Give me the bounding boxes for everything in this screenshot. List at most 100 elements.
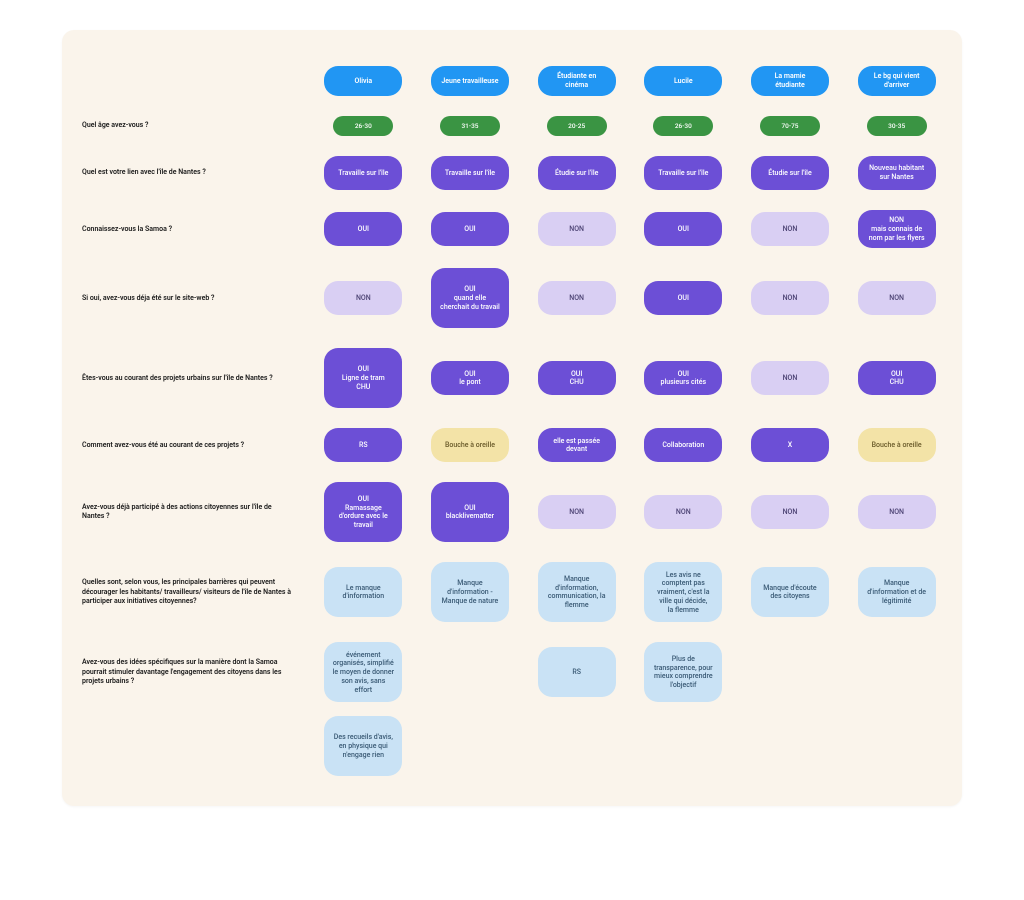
cell: Les avis ne comptent pas vraiment, c'est… <box>638 562 729 622</box>
cell: NON <box>531 212 622 246</box>
response-pill: Travaille sur l'île <box>431 156 509 190</box>
response-pill: RS <box>324 428 402 462</box>
response-pill: NON <box>751 495 829 529</box>
response-pill: Étudie sur l'île <box>751 156 829 190</box>
cell: NON <box>531 281 622 315</box>
response-pill: NON <box>324 281 402 315</box>
response-pill: NON <box>644 495 722 529</box>
response-pill: 26-30 <box>653 116 713 136</box>
cell: NON mais connais de nom par les flyers <box>851 210 942 248</box>
response-pill: OUI plusieurs cités <box>644 361 722 395</box>
response-pill: elle est passée devant <box>538 428 616 462</box>
cell: OUI blacklivematter <box>425 482 516 542</box>
cell: NON <box>531 495 622 529</box>
response-pill: NON <box>751 212 829 246</box>
response-pill: Le manque d'information <box>324 567 402 617</box>
response-pill: RS <box>538 647 616 697</box>
extra-row: Des recueils d'avis, en physique qui n'e… <box>82 716 942 776</box>
response-pill: Manque d'écoute des citoyens <box>751 567 829 617</box>
response-pill: NON <box>538 495 616 529</box>
cell: OUI plusieurs cités <box>638 361 729 395</box>
question-label: Avez-vous déjà participé à des actions c… <box>82 503 302 522</box>
persona-header: Le bg qui vient d'arriver <box>858 66 936 96</box>
cell: OUI le pont <box>425 361 516 395</box>
response-pill: OUI CHU <box>858 361 936 395</box>
cell: NON <box>745 212 836 246</box>
response-pill: 30-35 <box>867 116 927 136</box>
cell: OUI Ligne de tram CHU <box>318 348 409 408</box>
cell: 20-25 <box>531 116 622 136</box>
cell: 31-35 <box>425 116 516 136</box>
persona-header-cell: Étudiante en cinéma <box>531 66 622 96</box>
extra-filler <box>425 716 516 776</box>
cell: NON <box>745 281 836 315</box>
question-label: Comment avez-vous été au courant de ces … <box>82 441 302 450</box>
response-pill: NON <box>858 281 936 315</box>
cell: OUI <box>638 212 729 246</box>
response-pill: Les avis ne comptent pas vraiment, c'est… <box>644 562 722 622</box>
response-pill: OUI quand elle cherchait du travail <box>431 268 509 328</box>
response-pill: OUI <box>324 212 402 246</box>
cell: Manque d'information - Manque de nature <box>425 562 516 622</box>
cell: elle est passée devant <box>531 428 622 462</box>
response-pill: Travaille sur l'île <box>324 156 402 190</box>
cell: NON <box>745 495 836 529</box>
cell: Manque d'écoute des citoyens <box>745 567 836 617</box>
response-pill: 20-25 <box>547 116 607 136</box>
response-pill: OUI CHU <box>538 361 616 395</box>
persona-header-cell: Lucile <box>638 66 729 96</box>
cell: RS <box>531 647 622 697</box>
cell: 30-35 <box>851 116 942 136</box>
response-pill: Manque d'information, communication, la … <box>538 562 616 622</box>
cell: NON <box>851 281 942 315</box>
response-pill: Bouche à oreille <box>858 428 936 462</box>
cell: Travaille sur l'île <box>638 156 729 190</box>
response-pill: NON mais connais de nom par les flyers <box>858 210 936 248</box>
question-label: Connaissez-vous la Samoa ? <box>82 225 302 234</box>
cell: OUI CHU <box>851 361 942 395</box>
cell: Des recueils d'avis, en physique qui n'e… <box>318 716 409 776</box>
response-pill: OUI Ligne de tram CHU <box>324 348 402 408</box>
cell: NON <box>851 495 942 529</box>
cell: Plus de transparence, pour mieux compren… <box>638 642 729 702</box>
cell: Travaille sur l'île <box>318 156 409 190</box>
response-pill: Étudie sur l'île <box>538 156 616 190</box>
response-pill: événement organisés, simplifié le moyen … <box>324 642 402 702</box>
persona-header: La mamie étudiante <box>751 66 829 96</box>
response-pill: 31-35 <box>440 116 500 136</box>
extra-filler <box>851 716 942 776</box>
extra-filler <box>638 716 729 776</box>
cell: 70-75 <box>745 116 836 136</box>
response-pill: OUI <box>644 212 722 246</box>
response-pill: Des recueils d'avis, en physique qui n'e… <box>324 716 402 776</box>
cell: NON <box>745 361 836 395</box>
question-label: Si oui, avez-vous déja été sur le site-w… <box>82 294 302 303</box>
response-pill: 26-30 <box>333 116 393 136</box>
cell: 26-30 <box>638 116 729 136</box>
response-pill: 70-75 <box>760 116 820 136</box>
cell: OUI CHU <box>531 361 622 395</box>
persona-header-cell: Le bg qui vient d'arriver <box>851 66 942 96</box>
cell: X <box>745 428 836 462</box>
question-label: Quel est votre lien avec l'île de Nantes… <box>82 168 302 177</box>
cell: Manque d'information, communication, la … <box>531 562 622 622</box>
persona-header-cell: Jeune travailleuse <box>425 66 516 96</box>
cell: Le manque d'information <box>318 567 409 617</box>
cell: Travaille sur l'île <box>425 156 516 190</box>
response-pill: NON <box>538 212 616 246</box>
response-pill: Manque d'information et de légitimité <box>858 567 936 617</box>
response-pill: OUI <box>644 281 722 315</box>
cell: Collaboration <box>638 428 729 462</box>
cell: OUI quand elle cherchait du travail <box>425 268 516 328</box>
interview-comparison-board: Olivia Jeune travailleuse Étudiante en cin… <box>62 30 962 806</box>
persona-header-cell: Olivia <box>318 66 409 96</box>
extra-spacer <box>82 716 302 776</box>
persona-header: Étudiante en cinéma <box>538 66 616 96</box>
response-pill: NON <box>751 361 829 395</box>
question-label: Quel âge avez-vous ? <box>82 121 302 130</box>
cell: OUI <box>425 212 516 246</box>
response-pill: OUI Ramassage d'ordure avec le travail <box>324 482 402 542</box>
cell: NON <box>638 495 729 529</box>
comparison-grid: Olivia Jeune travailleuse Étudiante en cin… <box>82 66 942 702</box>
response-pill: Nouveau habitant sur Nantes <box>858 156 936 190</box>
